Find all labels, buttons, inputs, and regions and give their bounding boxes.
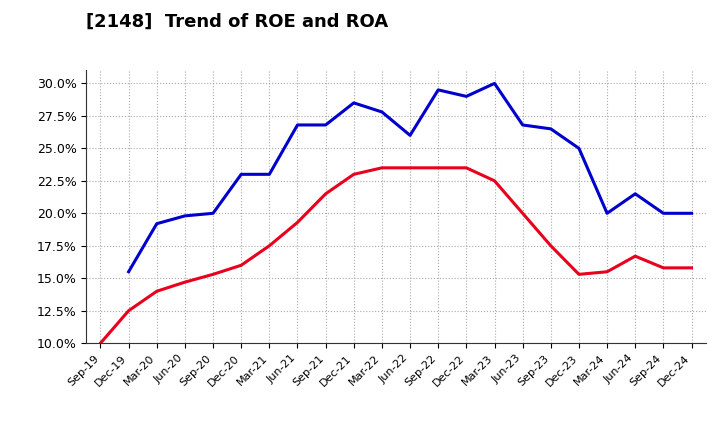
ROA xyxy=(659,211,667,216)
ROA xyxy=(603,211,611,216)
ROE xyxy=(631,253,639,259)
ROE xyxy=(321,191,330,196)
Line: ROE: ROE xyxy=(101,168,691,343)
ROE xyxy=(125,308,133,313)
ROE xyxy=(687,265,696,271)
ROA xyxy=(377,109,386,114)
Text: [2148]  Trend of ROE and ROA: [2148] Trend of ROE and ROA xyxy=(86,13,389,31)
ROA xyxy=(349,100,358,106)
ROE xyxy=(96,341,105,346)
ROE xyxy=(603,269,611,275)
ROA xyxy=(687,211,696,216)
ROE xyxy=(406,165,415,170)
ROE xyxy=(153,289,161,294)
ROA xyxy=(434,87,443,92)
ROE xyxy=(349,172,358,177)
ROE xyxy=(377,165,386,170)
ROA xyxy=(518,122,527,128)
ROE xyxy=(490,178,499,183)
ROA xyxy=(265,172,274,177)
ROA xyxy=(631,191,639,196)
ROE xyxy=(434,165,443,170)
ROA xyxy=(153,221,161,226)
ROA xyxy=(546,126,555,132)
ROE xyxy=(575,272,583,277)
ROE xyxy=(659,265,667,271)
ROA xyxy=(125,269,133,275)
ROE xyxy=(265,243,274,249)
Line: ROA: ROA xyxy=(129,84,691,272)
ROE xyxy=(237,263,246,268)
ROE xyxy=(181,279,189,285)
ROE xyxy=(462,165,471,170)
ROA xyxy=(293,122,302,128)
ROA xyxy=(209,211,217,216)
ROE xyxy=(293,220,302,225)
ROE xyxy=(518,211,527,216)
ROA xyxy=(237,172,246,177)
ROA xyxy=(462,94,471,99)
ROA xyxy=(321,122,330,128)
ROA xyxy=(575,146,583,151)
ROA xyxy=(406,133,415,138)
ROA xyxy=(181,213,189,219)
ROE xyxy=(209,272,217,277)
ROA xyxy=(490,81,499,86)
ROE xyxy=(546,243,555,249)
